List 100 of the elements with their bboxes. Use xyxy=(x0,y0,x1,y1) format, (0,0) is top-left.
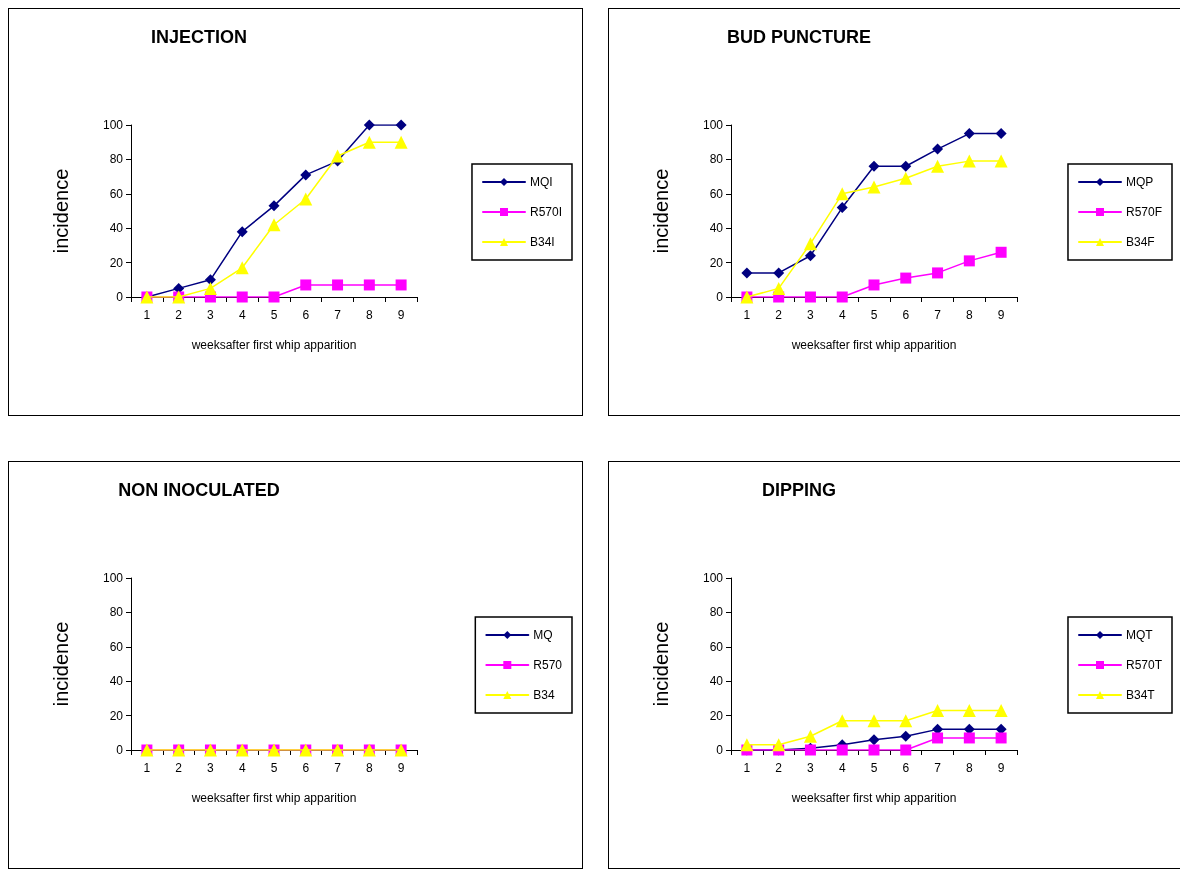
x-tick-label: 2 xyxy=(175,761,183,775)
point xyxy=(203,281,217,295)
y-tick-label: 40 xyxy=(109,221,124,236)
point xyxy=(394,135,408,149)
point xyxy=(803,237,817,251)
x-tick-label: 5 xyxy=(270,761,278,775)
point xyxy=(236,226,248,238)
point xyxy=(836,202,848,214)
point xyxy=(867,714,881,728)
y-tick-label: 80 xyxy=(109,152,124,167)
point xyxy=(963,732,975,744)
x-tick-label: 9 xyxy=(997,761,1005,775)
point xyxy=(931,159,945,173)
x-tick-label: 9 xyxy=(397,761,405,775)
point xyxy=(868,744,880,756)
point xyxy=(268,200,280,212)
y-axis-title: incidence xyxy=(50,621,72,707)
y-tick-label: 60 xyxy=(109,186,124,201)
x-tick-label: 2 xyxy=(175,308,183,322)
y-tick-label: 60 xyxy=(709,186,724,201)
y-tick-label: 60 xyxy=(109,639,124,654)
point xyxy=(773,267,785,279)
y-tick-label: 80 xyxy=(709,605,724,620)
point xyxy=(395,119,407,131)
point xyxy=(236,291,248,303)
point xyxy=(962,154,976,168)
x-tick-label: 5 xyxy=(270,308,278,322)
point xyxy=(299,192,313,206)
point xyxy=(899,171,913,185)
legend-label: MQP xyxy=(1125,175,1154,189)
legend-label: R570F xyxy=(1125,205,1163,219)
y-tick-label: 0 xyxy=(116,290,124,304)
point xyxy=(772,281,786,295)
point xyxy=(900,730,912,742)
legend-label: R570 xyxy=(533,658,563,672)
legend-label: B34T xyxy=(1125,688,1156,702)
x-tick-label: 9 xyxy=(397,308,405,322)
x-tick-label: 1 xyxy=(143,761,151,775)
y-tick-label: 100 xyxy=(702,118,724,132)
point xyxy=(803,729,817,743)
x-tick-label: 1 xyxy=(743,308,751,322)
y-tick-label: 100 xyxy=(102,571,124,585)
x-tick-label: 3 xyxy=(207,761,215,775)
point xyxy=(994,703,1008,717)
x-axis-title: weeksafter first whip apparition xyxy=(190,338,357,352)
chart-title: NON INOCULATED xyxy=(118,480,280,500)
chart-title: DIPPING xyxy=(761,480,837,500)
point xyxy=(804,250,816,262)
y-tick-label: 20 xyxy=(709,708,724,723)
point xyxy=(995,128,1007,140)
point xyxy=(995,246,1007,258)
legend-label: B34I xyxy=(529,235,555,249)
point xyxy=(994,154,1008,168)
x-tick-label: 8 xyxy=(965,761,973,775)
x-tick-label: 4 xyxy=(238,761,246,775)
x-tick-label: 7 xyxy=(934,761,942,775)
x-tick-label: 7 xyxy=(334,761,342,775)
x-tick-label: 3 xyxy=(807,761,815,775)
point xyxy=(740,738,754,752)
legend-label: R570I xyxy=(529,205,563,219)
x-tick-label: 5 xyxy=(870,308,878,322)
y-tick-label: 100 xyxy=(702,571,724,585)
point xyxy=(932,143,944,155)
legend-label: MQ xyxy=(533,628,553,642)
y-axis-title: incidence xyxy=(650,168,672,254)
y-tick-label: 20 xyxy=(109,708,124,723)
y-tick-label: 0 xyxy=(716,290,724,304)
point xyxy=(363,279,375,291)
legend-label: MQT xyxy=(1125,628,1154,642)
x-tick-label: 8 xyxy=(965,308,973,322)
y-tick-label: 40 xyxy=(709,674,724,689)
point xyxy=(931,703,945,717)
x-tick-label: 5 xyxy=(870,761,878,775)
y-tick-label: 40 xyxy=(109,674,124,689)
point xyxy=(835,714,849,728)
x-axis-title: weeksafter first whip apparition xyxy=(190,791,357,805)
x-tick-label: 9 xyxy=(997,308,1005,322)
point xyxy=(900,744,912,756)
x-tick-label: 6 xyxy=(902,761,910,775)
point xyxy=(932,732,944,744)
point xyxy=(868,160,880,172)
point xyxy=(899,714,913,728)
point xyxy=(804,291,816,303)
point xyxy=(772,738,786,752)
x-tick-label: 4 xyxy=(238,308,246,322)
y-tick-label: 60 xyxy=(709,639,724,654)
x-tick-label: 3 xyxy=(807,308,815,322)
point xyxy=(900,272,912,284)
x-tick-label: 6 xyxy=(302,761,310,775)
point xyxy=(741,267,753,279)
point xyxy=(204,274,216,286)
legend-label: R570T xyxy=(1125,658,1163,672)
point xyxy=(332,279,344,291)
y-tick-label: 0 xyxy=(716,743,724,757)
x-axis-title: weeksafter first whip apparition xyxy=(790,791,957,805)
point xyxy=(267,218,281,232)
point xyxy=(900,160,912,172)
y-tick-label: 0 xyxy=(116,743,124,757)
legend-label: B34F xyxy=(1125,235,1155,249)
x-tick-label: 2 xyxy=(775,308,783,322)
